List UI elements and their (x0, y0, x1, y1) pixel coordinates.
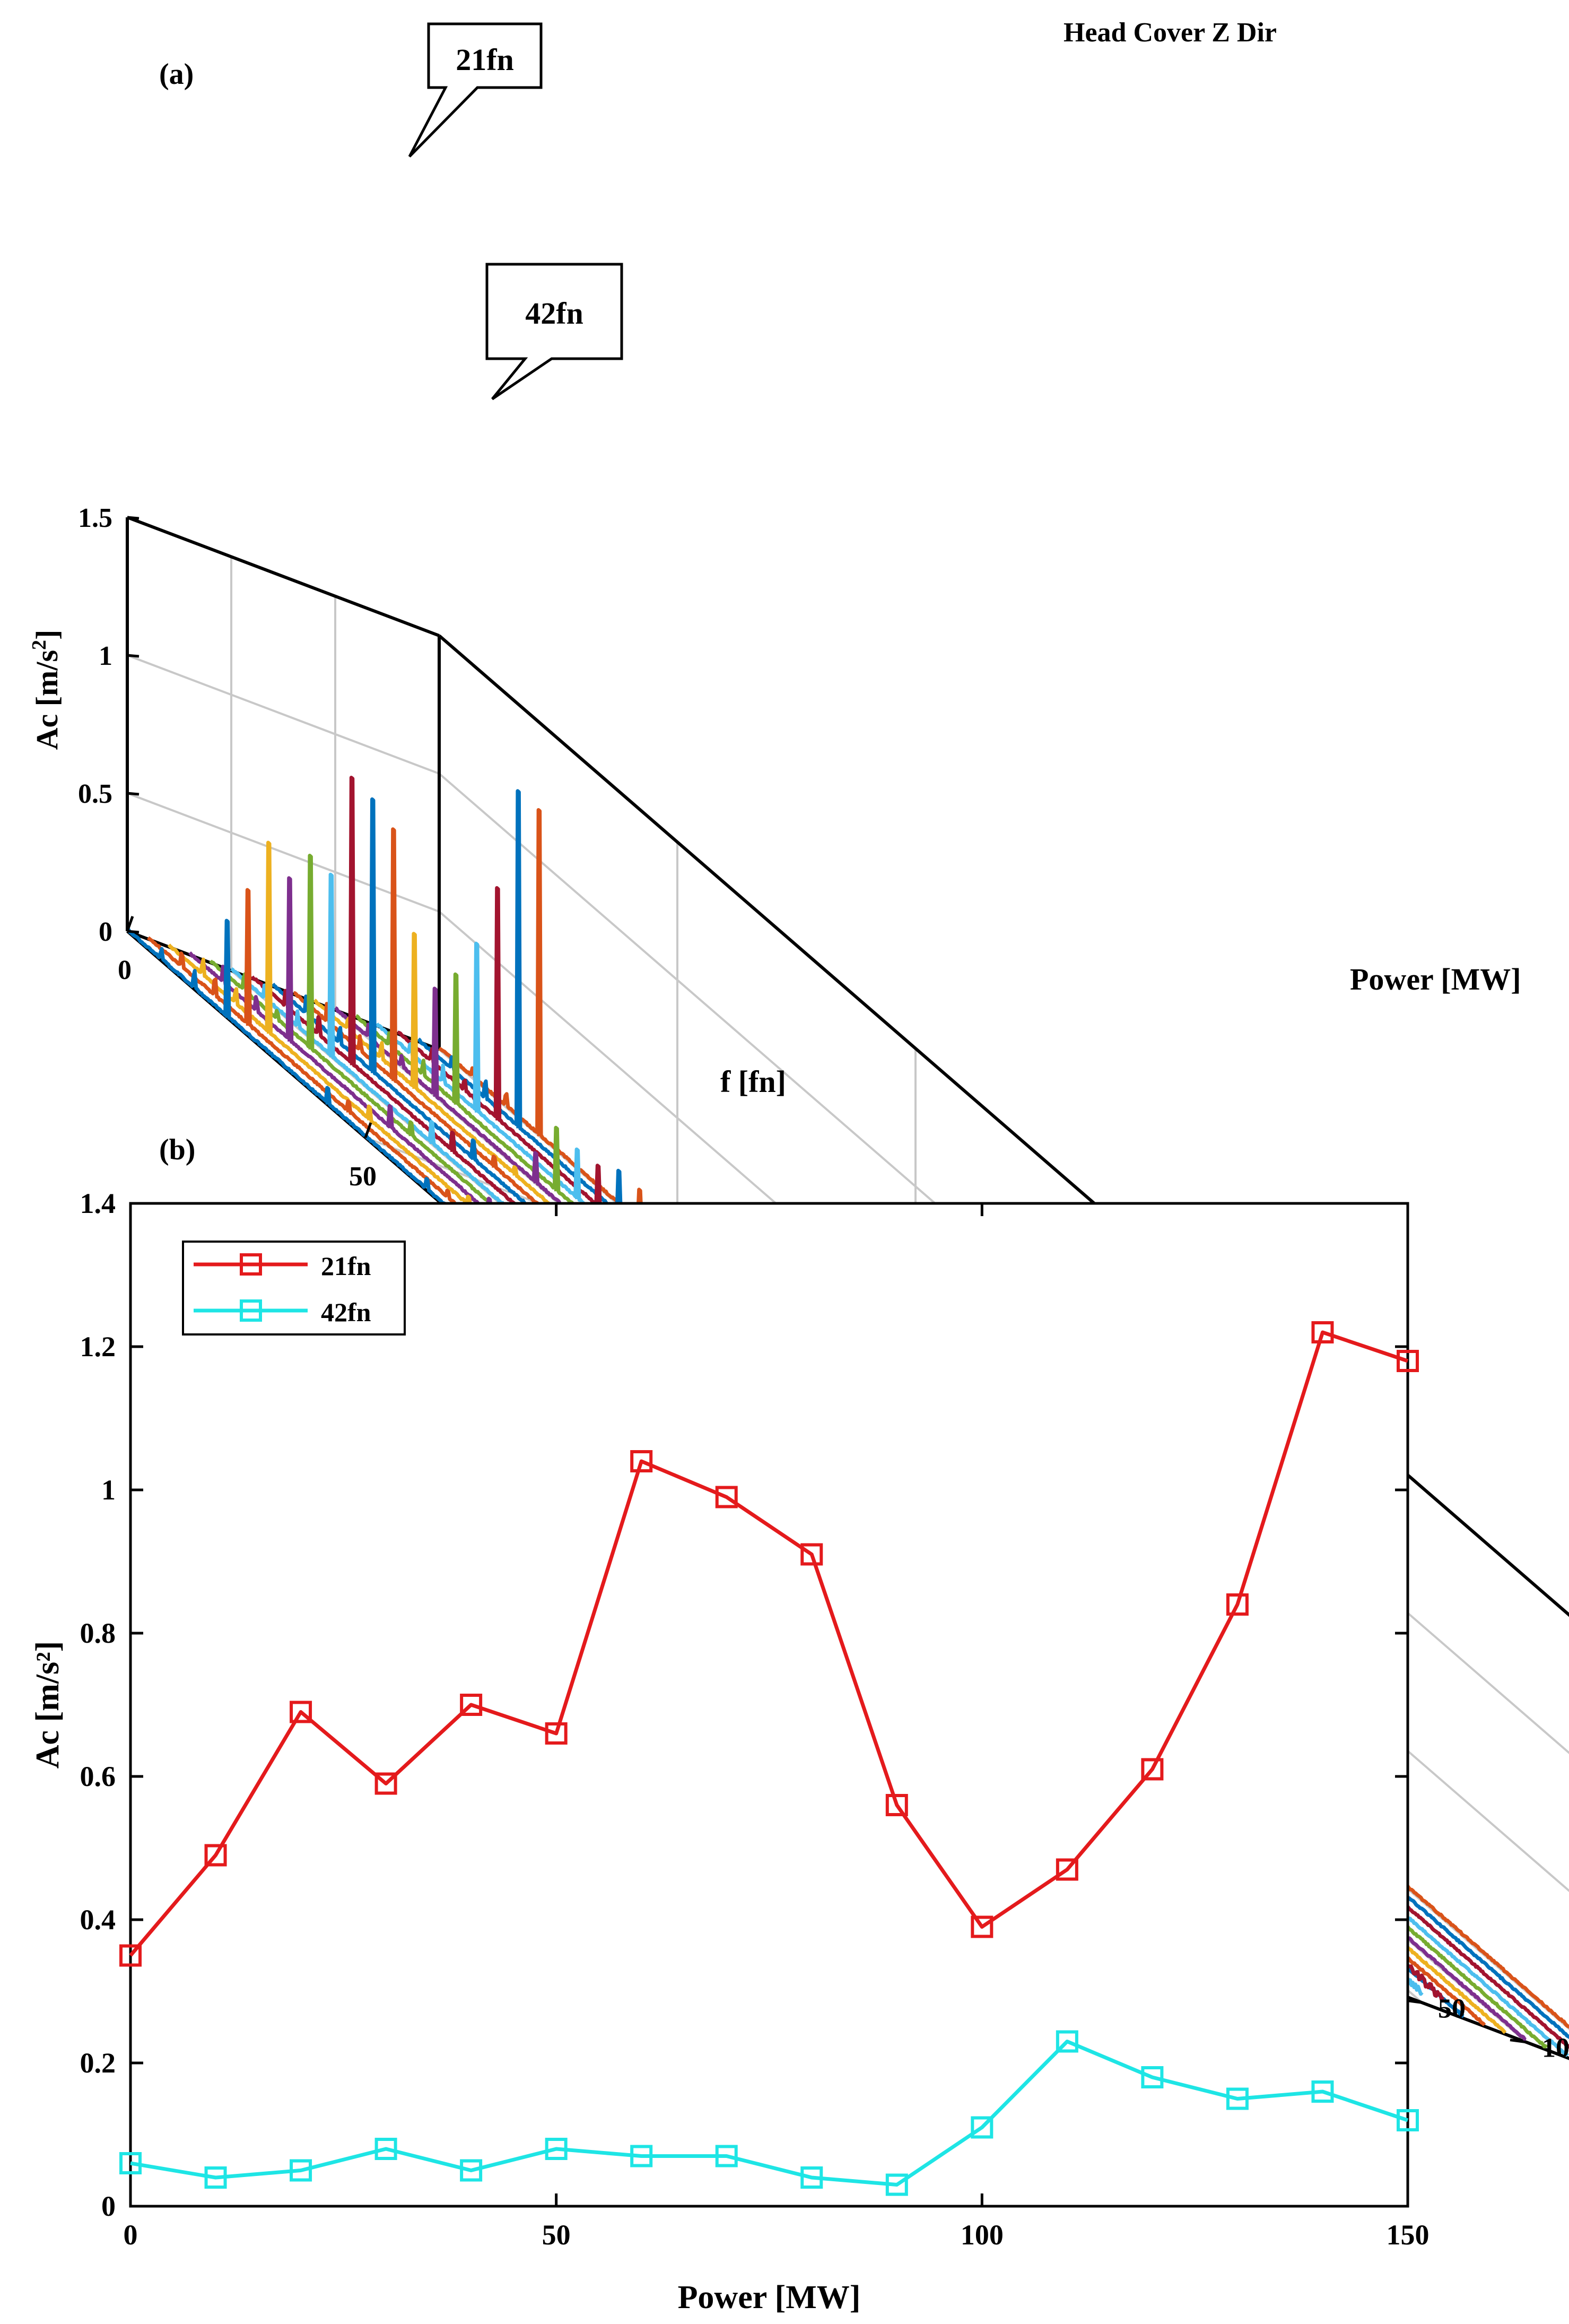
frame-edge-6 (438, 634, 1569, 1617)
panel-b-y-axis-label: Ac [m/s²] (30, 1641, 66, 1769)
callout-21fn-text: 21fn (456, 42, 514, 77)
legend-box (182, 1241, 406, 1336)
legend-text-42fn: 42fn (321, 1297, 371, 1327)
panel-a-x-axis-label: f [fn] (720, 1064, 786, 1099)
z-tick-label-0: 0 (99, 917, 112, 947)
point-21fn-80MW (800, 1543, 823, 1566)
z-tick-label-1: 1 (99, 641, 112, 671)
y-tick-label-0.8: 0.8 (80, 1617, 116, 1649)
frame-edge-1 (126, 930, 440, 1051)
series-line-21fn (129, 1330, 1409, 1957)
point-21fn-130MW (1226, 1593, 1249, 1616)
point-42fn-110MW (1056, 2030, 1078, 2053)
point-21fn-150MW (1397, 1350, 1419, 1372)
point-21fn-110MW (1056, 1858, 1078, 1881)
x-tick-mark-50 (364, 1122, 372, 1138)
point-21fn-40MW (460, 1694, 483, 1716)
frame-edge-4 (126, 516, 440, 637)
panel-b-plot-frame (129, 1202, 1409, 2208)
y-tick-label-1: 1 (101, 1474, 116, 1506)
y-tick-label-1.2: 1.2 (80, 1331, 116, 1363)
point-42fn-0MW (119, 2152, 142, 2174)
point-21fn-60MW (630, 1450, 653, 1472)
y-tick-label-50: 50 (1438, 1993, 1466, 2024)
point-21fn-90MW (885, 1794, 908, 1816)
point-42fn-40MW (460, 2159, 483, 2182)
x-tick-label-0: 0 (124, 2219, 138, 2251)
point-42fn-120MW (1141, 2066, 1164, 2088)
z-tick-mark-1.5 (127, 516, 140, 520)
point-42fn-90MW (885, 2173, 908, 2196)
point-42fn-140MW (1311, 2080, 1334, 2103)
point-21fn-120MW (1141, 1758, 1164, 1781)
point-42fn-130MW (1226, 2087, 1249, 2110)
z-tick-mark-1 (127, 654, 140, 658)
panel-b-legend: 21fn 42fn (182, 1241, 406, 1336)
z-tick-mark-0 (127, 930, 140, 934)
y-tick-label-1.4: 1.4 (80, 1187, 116, 1219)
panel-b-line-chart: (b) 0 0.2 0.4 0.6 0.8 1 1.2 1.4 0 50 100 150 Power … (30, 1133, 1429, 2316)
point-21fn-140MW (1311, 1321, 1334, 1343)
panel-a-title: Head Cover Z Dir (1064, 18, 1277, 48)
x-tick-mark-0 (126, 916, 134, 932)
callout-42fn-box (485, 263, 623, 401)
point-42fn-70MW (715, 2145, 738, 2167)
point-21fn-70MW (715, 1486, 738, 1508)
point-42fn-20MW (290, 2159, 312, 2182)
x-tick-label-50: 50 (542, 2219, 571, 2251)
panel-b-label: (b) (159, 1133, 195, 1166)
panel-a-z-axis-label: Ac [m/s2] (28, 630, 64, 750)
point-42fn-50MW (545, 2138, 568, 2160)
z-tick-label-1.5: 1.5 (78, 503, 112, 533)
point-21fn-20MW (290, 1701, 312, 1723)
legend-marker-21fn (240, 1253, 262, 1276)
panel-b-series (119, 1321, 1419, 2196)
y-tick-label-100: 100 (1542, 2033, 1569, 2063)
y-tick-label-0.4: 0.4 (80, 1904, 116, 1936)
point-21fn-10MW (204, 1844, 227, 1867)
point-21fn-0MW (119, 1944, 142, 1967)
point-42fn-10MW (204, 2166, 227, 2189)
panel-b-ticks: 0 0.2 0.4 0.6 0.8 1 1.2 1.4 0 50 100 150 (80, 1187, 1429, 2251)
y-tick-label-0: 0 (101, 2190, 116, 2222)
panel-a-y-axis-label: Power [MW] (1350, 962, 1521, 996)
y-tick-label-0.2: 0.2 (80, 2047, 116, 2079)
callout-21fn-box (408, 22, 543, 158)
callout-42fn-text: 42fn (525, 296, 583, 331)
legend-text-21fn: 21fn (321, 1251, 371, 1281)
legend-marker-42fn (240, 1299, 262, 1322)
z-tick-label-0.5: 0.5 (78, 779, 112, 809)
x-tick-label-50: 50 (349, 1161, 377, 1192)
point-42fn-150MW (1397, 2109, 1419, 2131)
point-42fn-60MW (630, 2145, 653, 2167)
panel-b-x-axis-label: Power [MW] (678, 2279, 861, 2316)
x-tick-label-100: 100 (961, 2219, 1004, 2251)
point-42fn-100MW (971, 2116, 993, 2139)
point-21fn-30MW (374, 1772, 397, 1795)
point-21fn-100MW (971, 1915, 993, 1938)
point-42fn-30MW (374, 2138, 397, 2160)
x-tick-label-0: 0 (118, 955, 132, 985)
y-tick-mark-100 (1510, 2039, 1527, 2044)
panel-a-label: (a) (159, 58, 194, 91)
point-42fn-80MW (800, 2166, 823, 2189)
z-tick-mark-0.5 (127, 792, 140, 796)
point-21fn-50MW (545, 1722, 568, 1745)
y-tick-label-0.6: 0.6 (80, 1761, 116, 1792)
series-line-42fn (130, 2040, 1409, 2187)
x-tick-label-150: 150 (1387, 2219, 1429, 2251)
annotation-21fn: 21fn (408, 22, 543, 158)
annotation-42fn: 42fn (485, 263, 623, 401)
